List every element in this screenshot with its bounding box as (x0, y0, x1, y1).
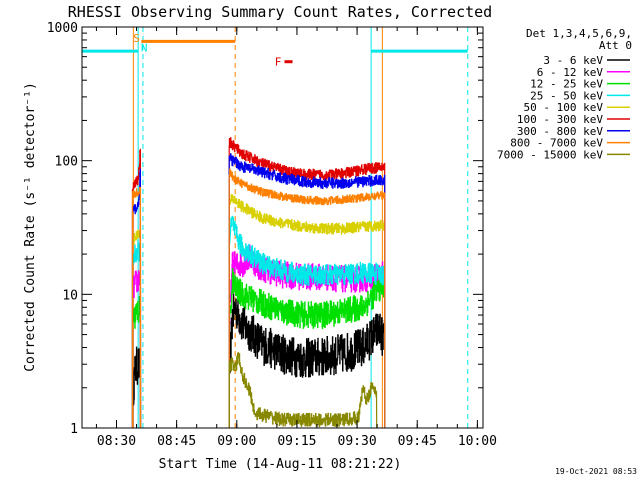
series-line-100-300-kev (131, 148, 142, 429)
x-tick-label: 09:45 (398, 434, 437, 449)
series-line-300-800-kev (228, 153, 386, 429)
x-tick-label: 09:30 (338, 434, 377, 449)
series-line-50-100-kev (228, 194, 386, 429)
series-line-800-7000-kev (131, 187, 142, 429)
y-tick-label: 1 (70, 422, 78, 437)
series-line-800-7000-kev (228, 168, 386, 429)
series-line-25-50-kev (131, 239, 142, 429)
y-tick-label: 10 (62, 288, 78, 303)
event-mark: N (141, 42, 148, 55)
series-line-25-50-kev (228, 215, 386, 429)
x-tick-label: 08:30 (97, 434, 136, 449)
x-tick-label: 09:00 (217, 434, 256, 449)
plot-frame (81, 26, 484, 429)
legend-label: 100 - 300 keV (517, 113, 603, 126)
series-line-12-25-kev (131, 296, 142, 429)
x-tick-label: 10:00 (458, 434, 497, 449)
series-line-3-6-kev (131, 346, 142, 429)
footer-timestamp: 19-Oct-2021 08:53 (555, 467, 637, 476)
series-line-6-12-kev (131, 270, 142, 429)
series-line-50-100-kev (131, 227, 142, 429)
chart-title: RHESSI Observing Summary Count Rates, Co… (68, 3, 492, 21)
x-tick-label: 08:45 (157, 434, 196, 449)
legend-label: 7000 - 15000 keV (497, 148, 603, 161)
legend-label: 3 - 6 keV (543, 54, 603, 67)
plot-area (131, 137, 386, 429)
legend-label: 300 - 800 keV (517, 125, 603, 138)
series-line-12-25-kev (228, 268, 386, 429)
y-axis-label: Corrected Count Rate (s⁻¹ detector⁻¹) (23, 82, 38, 372)
series-line-7000-15000-kev (228, 352, 378, 429)
x-tick-label: 09:15 (277, 434, 316, 449)
y-tick-label: 1000 (47, 21, 78, 36)
legend-label: 12 - 25 keV (530, 78, 603, 91)
series-line-3-6-kev (228, 292, 386, 429)
event-mark: F (275, 56, 282, 69)
x-axis-label: Start Time (14-Aug-11 08:21:22) (159, 457, 402, 472)
series-line-100-300-kev (228, 137, 386, 429)
series-line-6-12-kev (228, 244, 386, 429)
event-mark: S (133, 32, 140, 45)
legend-label: 6 - 12 keV (537, 66, 604, 79)
legend-header: Att 0 (599, 39, 632, 52)
legend-label: 800 - 7000 keV (510, 137, 603, 150)
legend-label: 25 - 50 keV (530, 89, 603, 102)
y-tick-label: 100 (55, 155, 78, 170)
legend-header: Det 1,3,4,5,6,9, (526, 27, 632, 40)
legend-label: 50 - 100 keV (524, 101, 604, 114)
